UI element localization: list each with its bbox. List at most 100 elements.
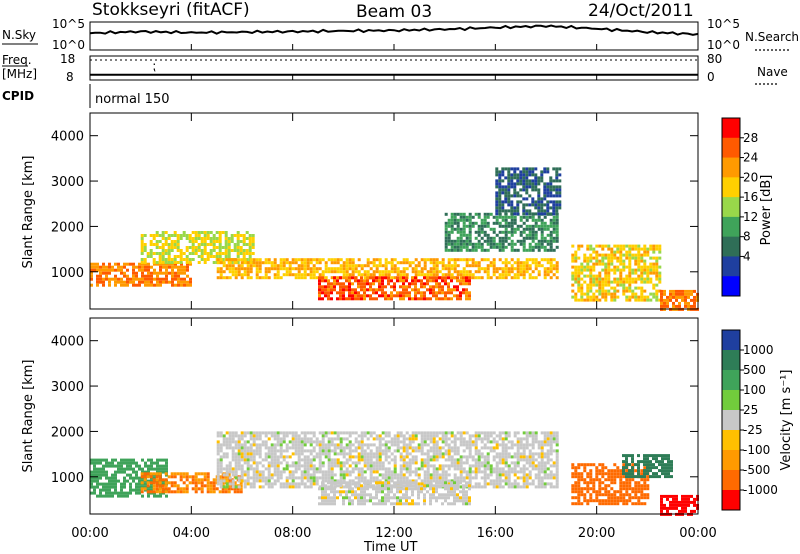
heatmap-cell — [324, 490, 327, 494]
heatmap-cell — [486, 215, 490, 219]
heatmap-cell — [637, 247, 641, 251]
heatmap-cell — [218, 490, 222, 494]
heatmap-cell — [459, 461, 463, 465]
heatmap-cell — [474, 248, 478, 252]
heatmap-cell — [182, 258, 186, 261]
heatmap-cell — [261, 470, 265, 474]
heatmap-cell — [234, 431, 238, 435]
heatmap-cell — [498, 194, 502, 198]
heatmap-cell — [438, 291, 441, 295]
heatmap-cell — [598, 271, 602, 275]
heatmap-cell — [486, 452, 490, 456]
heatmap-cell — [432, 493, 435, 497]
heatmap-cell — [631, 487, 635, 491]
heatmap-cell — [507, 230, 511, 234]
heatmap-cell — [249, 449, 253, 453]
heatmap-cell — [303, 273, 307, 277]
heatmap-cell — [432, 276, 435, 280]
heatmap-cell — [297, 440, 301, 444]
heatmap-cell — [625, 499, 629, 503]
heatmap-cell — [456, 487, 459, 491]
heatmap-cell — [555, 185, 559, 189]
heatmap-cell — [339, 481, 342, 485]
heatmap-cell — [357, 499, 360, 503]
heatmap-cell — [318, 440, 322, 444]
heatmap-cell — [225, 267, 229, 271]
heatmap-cell — [504, 479, 508, 483]
heatmap-cell — [643, 298, 647, 302]
heatmap-cell — [164, 249, 168, 252]
heatmap-cell — [99, 277, 102, 281]
heatmap-cell — [255, 273, 259, 277]
heatmap-cell — [180, 268, 183, 272]
heatmap-cell — [444, 464, 448, 468]
heatmap-cell — [384, 476, 388, 480]
heatmap-cell — [540, 485, 544, 489]
heatmap-cell — [321, 487, 324, 491]
heatmap-cell — [450, 242, 454, 246]
heatmap-cell — [555, 473, 559, 477]
heatmap-cell — [432, 484, 435, 488]
heatmap-cell — [408, 261, 412, 265]
heatmap-cell — [480, 464, 484, 468]
heatmap-cell — [666, 295, 669, 299]
heatmap-cell — [147, 488, 150, 492]
heatmap-cell — [399, 273, 403, 277]
heatmap-cell — [249, 443, 253, 447]
heatmap-cell — [450, 276, 453, 280]
heatmap-cell — [531, 212, 535, 216]
heatmap-cell — [369, 493, 372, 497]
heatmap-cell — [510, 267, 514, 271]
heatmap-cell — [375, 258, 379, 262]
heatmap-cell — [577, 472, 581, 476]
heatmap-cell — [306, 476, 310, 480]
heatmap-cell — [321, 291, 324, 295]
heatmap-cell — [655, 277, 659, 281]
heatmap-cell — [543, 236, 547, 240]
heatmap-cell — [99, 494, 102, 498]
heatmap-cell — [146, 484, 150, 488]
heatmap-cell — [598, 472, 602, 476]
heatmap-cell — [546, 227, 550, 231]
heatmap-cell — [327, 282, 330, 286]
heatmap-cell — [282, 467, 286, 471]
heatmap-cell — [390, 261, 394, 265]
heatmap-cell — [152, 261, 156, 264]
heatmap-cell — [501, 458, 505, 462]
heatmap-cell — [543, 461, 547, 465]
heatmap-cell — [607, 502, 611, 506]
heatmap-cell — [405, 446, 409, 450]
heatmap-cell — [628, 289, 632, 293]
heatmap-cell — [583, 481, 587, 485]
heatmap-cell — [294, 431, 298, 435]
heatmap-cell — [507, 470, 511, 474]
heatmap-cell — [459, 279, 462, 283]
heatmap-cell — [646, 277, 650, 281]
heatmap-cell — [426, 479, 430, 483]
heatmap-cell — [486, 440, 490, 444]
heatmap-cell — [300, 476, 304, 480]
heatmap-cell — [646, 274, 650, 278]
heatmap-cell — [480, 446, 484, 450]
heatmap-cell — [552, 464, 556, 468]
heatmap-cell — [197, 249, 201, 252]
heatmap-cell — [387, 431, 391, 435]
heatmap-cell — [348, 443, 352, 447]
heatmap-cell — [444, 487, 447, 491]
heatmap-cell — [357, 476, 361, 480]
heatmap-cell — [444, 476, 448, 480]
heatmap-cell — [543, 485, 547, 489]
heatmap-cell — [483, 485, 487, 489]
heatmap-cell — [378, 455, 382, 459]
heatmap-cell — [185, 261, 189, 264]
heatmap-cell — [321, 464, 325, 468]
heatmap-cell — [516, 176, 520, 180]
heatmap-cell — [631, 256, 635, 260]
heatmap-cell — [348, 455, 352, 459]
heatmap-cell — [369, 461, 373, 465]
heatmap-cell — [516, 270, 520, 274]
heatmap-cell — [447, 236, 451, 240]
heatmap-cell — [610, 481, 614, 485]
heatmap-cell — [586, 475, 590, 479]
heatmap-cell — [161, 252, 165, 255]
